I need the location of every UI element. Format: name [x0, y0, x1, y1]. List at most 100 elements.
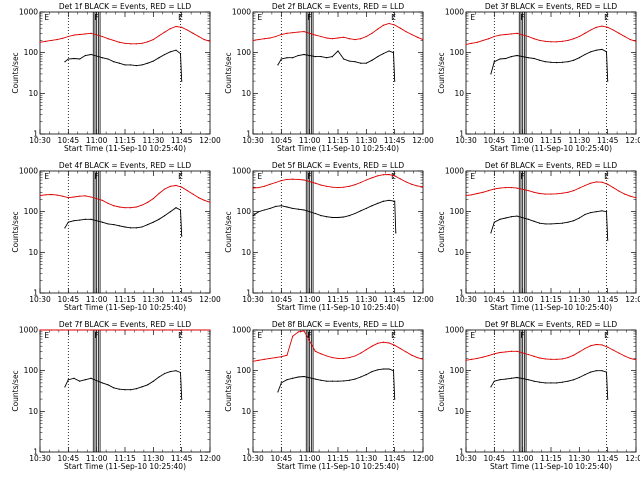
events-series-line-point — [175, 370, 177, 372]
lld-series-line-point — [595, 26, 597, 28]
events-series-line-point — [394, 80, 396, 82]
x-tick-label: 10:30 — [242, 454, 264, 463]
x-tick-label: 10:30 — [455, 136, 477, 145]
x-tick-label: 11:45 — [384, 454, 406, 463]
lld-series-line-point — [533, 355, 535, 357]
lld-series-line-point — [618, 190, 620, 192]
y-tick-label: 100 — [237, 366, 252, 375]
lld-series-line — [39, 26, 211, 45]
events-series-line-point — [607, 80, 609, 82]
lld-series-line-point — [39, 329, 41, 331]
lld-series-line-point — [269, 37, 271, 39]
x-tick-label: 10:45 — [58, 295, 80, 304]
events-series-line-point — [365, 374, 367, 376]
lld-series-line-point — [567, 39, 569, 42]
lld-series-line-point — [169, 185, 171, 187]
lld-series-line-point — [343, 36, 345, 38]
events-series-line-point — [297, 208, 299, 210]
lld-series-line-point — [578, 187, 580, 189]
y-tick-label: 1 — [459, 448, 464, 457]
x-tick-label: 10:45 — [271, 136, 293, 145]
events-series-line-point — [590, 51, 592, 53]
x-tick-label: 10:45 — [484, 295, 506, 304]
y-axis-label: Counts/sec — [11, 52, 20, 93]
events-series-line-point — [516, 215, 518, 217]
lld-series-line-point — [118, 41, 120, 43]
events-series-line-point — [573, 379, 575, 381]
events-series-line-point — [371, 205, 373, 207]
x-tick-label: 11:30 — [356, 454, 378, 463]
events-series-line-point — [382, 52, 384, 55]
lld-series-line-point — [209, 40, 211, 42]
x-tick-label: 11:45 — [597, 454, 619, 463]
events-series-line-point — [84, 218, 86, 220]
events-series-line-point — [113, 387, 115, 389]
events-series-line — [490, 48, 609, 82]
lld-series-line-point — [303, 30, 305, 33]
events-series-line-point — [141, 64, 143, 66]
lld-series-line-point — [73, 34, 75, 36]
events-series-line — [64, 370, 183, 400]
lld-series-line-point — [79, 329, 81, 331]
lld-series-line-point — [320, 184, 322, 186]
y-axis-label: Counts/sec — [11, 370, 20, 411]
events-series-line-point — [343, 380, 345, 382]
events-series-line-point — [505, 217, 507, 219]
marker-letter: E — [257, 172, 262, 181]
y-axis-label: Counts/sec — [224, 211, 233, 252]
lld-series-line-point — [629, 38, 631, 41]
panel-5: Det 5f BLACK = Events, RED = LLD 1 10 100 10… — [224, 161, 434, 312]
lld-series-line-point — [337, 37, 339, 39]
lld-series-line-point — [286, 178, 288, 181]
events-series-line-point — [510, 216, 512, 218]
lld-series-line-point — [365, 348, 367, 351]
events-series-line-point — [527, 218, 529, 220]
events-series-line-point — [67, 58, 69, 60]
events-series-line-point — [292, 377, 294, 379]
y-tick-label: 100 — [450, 366, 465, 375]
events-series-line-point — [73, 220, 75, 222]
marker-letter: E — [391, 331, 396, 340]
lld-series-line-point — [326, 185, 328, 187]
y-tick-label: 1 — [33, 448, 38, 457]
x-tick-label: 10:30 — [29, 295, 51, 304]
lld-series-line-point — [135, 329, 137, 331]
lld-series-line-point — [561, 192, 563, 194]
events-series-line-point — [516, 376, 518, 379]
lld-series-line-point — [493, 353, 495, 355]
lld-series-line-point — [124, 42, 126, 44]
lld-series-line-point — [539, 192, 541, 195]
events-series-line-point — [348, 215, 350, 217]
events-series-line-point — [595, 370, 597, 372]
events-series-line-point — [337, 216, 339, 219]
y-tick-label: 1 — [246, 130, 251, 139]
events-series-line-point — [607, 239, 609, 241]
events-series-line-point — [64, 386, 66, 388]
marker-letter: E — [470, 13, 475, 22]
events-series-line-point — [118, 62, 120, 64]
marker-letter: E — [604, 172, 609, 181]
events-series-line-point — [516, 54, 518, 57]
lld-series-line-point — [422, 358, 424, 360]
y-tick-label: 100 — [24, 366, 39, 375]
lld-series-line-point — [584, 184, 586, 187]
lld-series-line-point — [169, 28, 171, 30]
lld-series-line-point — [158, 192, 160, 195]
y-tick-label: 1 — [33, 130, 38, 139]
lld-series-line-point — [499, 187, 501, 189]
events-series-line-point — [561, 61, 563, 63]
x-axis-label: Start Time (11-Sep-10 10:25:40) — [277, 144, 399, 153]
events-series-line-point — [550, 382, 552, 384]
lld-series-line-point — [499, 351, 501, 354]
events-series-line-point — [331, 56, 333, 58]
events-series-line-point — [141, 386, 143, 388]
panel-title: Det 7f BLACK = Events, RED = LLD — [59, 320, 192, 329]
events-series-line-point — [101, 221, 103, 223]
events-series-line-point — [181, 235, 183, 237]
lld-series-line-point — [320, 35, 322, 38]
lld-series-line-point — [209, 329, 211, 331]
marker-letter: E — [391, 172, 396, 181]
panel-3: Det 3f BLACK = Events, RED = LLD 1 10 100 10… — [437, 2, 640, 153]
lld-series-line-point — [56, 329, 58, 331]
x-tick-label: 11:45 — [384, 295, 406, 304]
